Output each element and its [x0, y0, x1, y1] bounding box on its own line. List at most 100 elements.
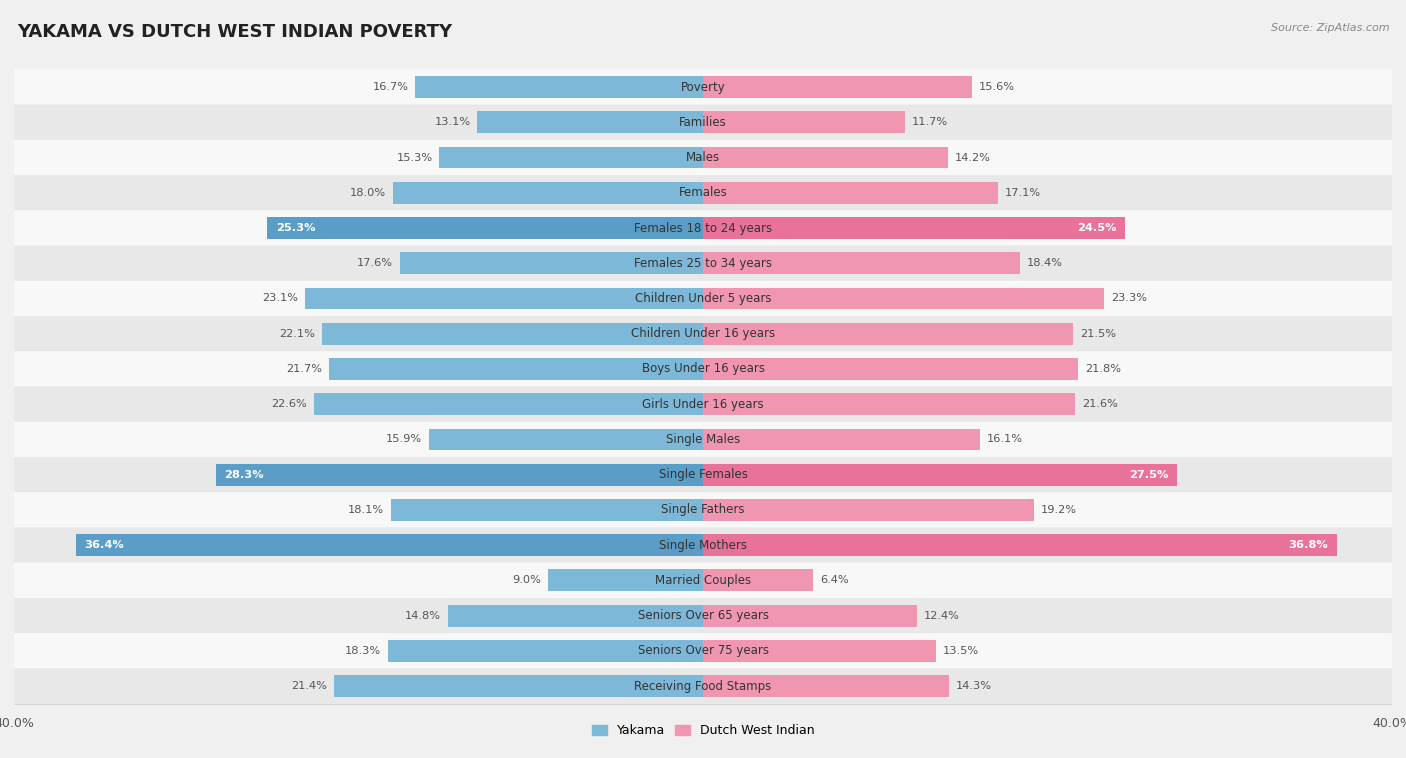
- Bar: [388, 640, 703, 662]
- Text: 22.6%: 22.6%: [271, 399, 307, 409]
- Legend: Yakama, Dutch West Indian: Yakama, Dutch West Indian: [586, 719, 820, 742]
- Text: Married Couples: Married Couples: [655, 574, 751, 587]
- Text: Single Females: Single Females: [658, 468, 748, 481]
- Text: 6.4%: 6.4%: [820, 575, 849, 585]
- FancyBboxPatch shape: [14, 352, 1392, 387]
- FancyBboxPatch shape: [14, 421, 1392, 457]
- Text: 18.0%: 18.0%: [350, 188, 387, 198]
- FancyBboxPatch shape: [14, 633, 1392, 669]
- Bar: [391, 499, 703, 521]
- Bar: [267, 217, 703, 239]
- Text: 24.5%: 24.5%: [1077, 223, 1116, 233]
- Bar: [215, 464, 703, 486]
- Bar: [449, 605, 703, 627]
- Bar: [703, 569, 813, 591]
- Text: 19.2%: 19.2%: [1040, 505, 1077, 515]
- Text: 21.7%: 21.7%: [287, 364, 322, 374]
- Bar: [703, 323, 1073, 345]
- Bar: [399, 252, 703, 274]
- Text: 21.6%: 21.6%: [1083, 399, 1118, 409]
- Bar: [703, 111, 904, 133]
- Bar: [478, 111, 703, 133]
- Text: 15.9%: 15.9%: [387, 434, 422, 444]
- Text: Seniors Over 65 years: Seniors Over 65 years: [637, 609, 769, 622]
- Bar: [548, 569, 703, 591]
- Bar: [329, 358, 703, 380]
- Bar: [703, 287, 1104, 309]
- Text: 25.3%: 25.3%: [276, 223, 315, 233]
- Bar: [703, 640, 935, 662]
- Bar: [703, 358, 1078, 380]
- Bar: [322, 323, 703, 345]
- Text: 27.5%: 27.5%: [1129, 470, 1168, 480]
- Text: 36.8%: 36.8%: [1288, 540, 1329, 550]
- Text: 18.4%: 18.4%: [1026, 258, 1063, 268]
- Text: 23.1%: 23.1%: [263, 293, 298, 303]
- Bar: [703, 252, 1019, 274]
- Bar: [703, 464, 1177, 486]
- Text: 22.1%: 22.1%: [280, 329, 315, 339]
- Bar: [703, 499, 1033, 521]
- Bar: [76, 534, 703, 556]
- Text: Seniors Over 75 years: Seniors Over 75 years: [637, 644, 769, 657]
- Text: Females 25 to 34 years: Females 25 to 34 years: [634, 257, 772, 270]
- Bar: [703, 675, 949, 697]
- Bar: [305, 287, 703, 309]
- Text: Single Males: Single Males: [666, 433, 740, 446]
- Text: Children Under 16 years: Children Under 16 years: [631, 327, 775, 340]
- Bar: [314, 393, 703, 415]
- Text: Females: Females: [679, 186, 727, 199]
- Bar: [440, 146, 703, 168]
- FancyBboxPatch shape: [14, 562, 1392, 598]
- Text: 17.6%: 17.6%: [357, 258, 392, 268]
- FancyBboxPatch shape: [14, 140, 1392, 175]
- Text: 21.5%: 21.5%: [1080, 329, 1116, 339]
- Bar: [703, 534, 1337, 556]
- FancyBboxPatch shape: [14, 70, 1392, 105]
- FancyBboxPatch shape: [14, 316, 1392, 352]
- Text: 16.1%: 16.1%: [987, 434, 1024, 444]
- Text: 18.1%: 18.1%: [349, 505, 384, 515]
- Text: 21.4%: 21.4%: [291, 681, 328, 691]
- Text: 23.3%: 23.3%: [1111, 293, 1147, 303]
- Bar: [703, 428, 980, 450]
- FancyBboxPatch shape: [14, 598, 1392, 633]
- Text: 17.1%: 17.1%: [1004, 188, 1040, 198]
- Text: Males: Males: [686, 151, 720, 164]
- FancyBboxPatch shape: [14, 211, 1392, 246]
- Text: Source: ZipAtlas.com: Source: ZipAtlas.com: [1271, 23, 1389, 33]
- Bar: [703, 605, 917, 627]
- FancyBboxPatch shape: [14, 457, 1392, 492]
- FancyBboxPatch shape: [14, 528, 1392, 562]
- Bar: [429, 428, 703, 450]
- FancyBboxPatch shape: [14, 387, 1392, 421]
- FancyBboxPatch shape: [14, 246, 1392, 281]
- Text: 21.8%: 21.8%: [1085, 364, 1122, 374]
- Text: Families: Families: [679, 116, 727, 129]
- FancyBboxPatch shape: [14, 281, 1392, 316]
- Text: 28.3%: 28.3%: [224, 470, 264, 480]
- Text: 13.1%: 13.1%: [434, 117, 471, 127]
- Text: 15.6%: 15.6%: [979, 82, 1015, 92]
- Bar: [703, 182, 997, 204]
- Text: 11.7%: 11.7%: [911, 117, 948, 127]
- Text: Females 18 to 24 years: Females 18 to 24 years: [634, 221, 772, 234]
- FancyBboxPatch shape: [14, 669, 1392, 703]
- Bar: [703, 146, 948, 168]
- Bar: [335, 675, 703, 697]
- FancyBboxPatch shape: [14, 105, 1392, 140]
- Text: 14.2%: 14.2%: [955, 152, 990, 162]
- Text: 18.3%: 18.3%: [344, 646, 381, 656]
- Text: Receiving Food Stamps: Receiving Food Stamps: [634, 680, 772, 693]
- Text: 9.0%: 9.0%: [512, 575, 541, 585]
- Text: 16.7%: 16.7%: [373, 82, 409, 92]
- Text: YAKAMA VS DUTCH WEST INDIAN POVERTY: YAKAMA VS DUTCH WEST INDIAN POVERTY: [17, 23, 451, 41]
- FancyBboxPatch shape: [14, 492, 1392, 528]
- Text: 14.3%: 14.3%: [956, 681, 993, 691]
- Text: 13.5%: 13.5%: [942, 646, 979, 656]
- Bar: [703, 393, 1076, 415]
- Bar: [392, 182, 703, 204]
- Text: 36.4%: 36.4%: [84, 540, 124, 550]
- Bar: [415, 76, 703, 98]
- Text: Boys Under 16 years: Boys Under 16 years: [641, 362, 765, 375]
